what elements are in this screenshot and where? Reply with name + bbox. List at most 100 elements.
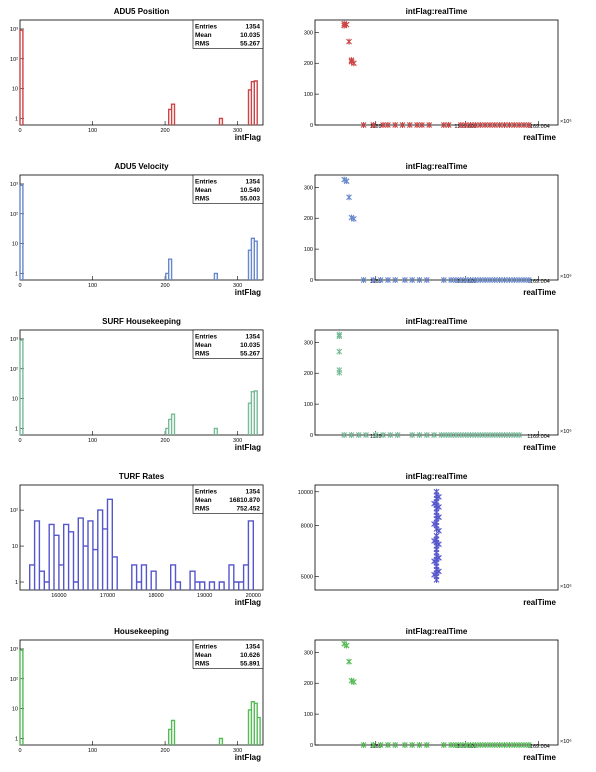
y-tick-label: 8000 [301, 524, 313, 530]
data-point [467, 277, 474, 283]
data-point [482, 277, 488, 283]
data-point [394, 432, 401, 438]
data-point [506, 277, 513, 283]
data-point [482, 432, 488, 438]
data-point [416, 742, 423, 748]
x-axis-label: intFlag [235, 288, 261, 297]
data-point [426, 122, 433, 128]
stat-value: 16810.870 [229, 497, 260, 504]
data-point [416, 432, 423, 438]
stat-label: Mean [195, 652, 212, 659]
data-point [431, 432, 437, 438]
x-exponent-label: ×10⁶ [560, 273, 572, 280]
data-point [348, 432, 355, 438]
data-point [482, 122, 488, 128]
chart-panel-3: ADU5 Velocity 1 10 10² 10³ 0 100 200 300 Entries 1… [10, 162, 264, 297]
data-point [343, 21, 350, 28]
data-point [423, 277, 430, 283]
data-point [431, 537, 437, 544]
x-tick-label: 200 [160, 283, 169, 289]
stat-value: 55.267 [240, 41, 260, 48]
stat-value: 10.035 [240, 342, 260, 349]
histogram-bars [29, 498, 254, 590]
data-point [436, 504, 442, 511]
data-point [467, 122, 474, 128]
y-tick-label: 0 [310, 123, 313, 129]
stat-value: 10.626 [240, 652, 260, 659]
stats-box: Entries 1354 Mean 10.035 RMS 55.267 [192, 329, 264, 359]
x-tick-label: 17000 [100, 593, 115, 599]
data-point [511, 277, 518, 283]
y-tick-label: 100 [304, 402, 313, 408]
stat-value: 55.891 [240, 661, 260, 668]
data-point [402, 742, 408, 748]
data-point [431, 500, 437, 507]
data-point [440, 742, 447, 748]
data-point [448, 277, 454, 283]
stats-frame [192, 639, 264, 669]
x-exponent-label: ×10⁶ [560, 738, 572, 745]
stat-label: Entries [195, 489, 217, 496]
data-point [409, 432, 416, 438]
y-tick-label: 10³ [10, 647, 18, 653]
data-point [360, 742, 367, 748]
data-point [511, 122, 518, 128]
x-tick-label: 100 [88, 748, 97, 754]
x-tick-label: 300 [233, 283, 242, 289]
x-tick-label: 1169.004 [527, 434, 550, 440]
x-tick-label: 100 [88, 283, 97, 289]
data-point [387, 432, 394, 438]
chart-title: intFlag:realTime [406, 7, 468, 16]
stat-value: 10.035 [240, 32, 260, 39]
y-tick-label: 1 [15, 426, 18, 432]
data-point [380, 122, 386, 128]
data-point [399, 122, 406, 128]
data-point [491, 432, 498, 438]
x-exponent-label: ×10⁶ [560, 118, 572, 125]
data-point [472, 122, 479, 128]
x-tick-label: 0 [18, 283, 21, 289]
data-point [448, 432, 454, 438]
data-point [385, 122, 391, 128]
data-point [346, 194, 352, 201]
x-tick-label: 1169.004 [527, 744, 550, 750]
x-axis-label: intFlag [235, 753, 261, 762]
plot-frame [314, 639, 559, 746]
data-point [350, 215, 357, 222]
chart-panel-5: SURF Housekeeping 1 10 10² 10³ 0 100 200 300 Entr… [10, 317, 264, 452]
data-point [521, 122, 527, 128]
data-point [501, 432, 508, 438]
x-axis-label: realTime [523, 443, 556, 452]
data-point [431, 558, 437, 565]
data-point [409, 742, 416, 748]
data-point [443, 432, 450, 438]
data-point [487, 742, 493, 748]
chart-title: intFlag:realTime [406, 627, 468, 636]
stat-value: 1354 [246, 489, 261, 496]
data-point [477, 122, 484, 128]
data-point [370, 742, 377, 748]
histogram-bars [19, 339, 258, 435]
data-point [496, 432, 503, 438]
stats-frame [192, 329, 264, 359]
data-point [348, 57, 355, 64]
x-tick-label: 200 [160, 128, 169, 134]
data-point [436, 554, 442, 561]
data-point [516, 122, 523, 128]
data-point [487, 122, 493, 128]
data-point [423, 742, 430, 748]
y-tick-label: 1 [15, 271, 18, 277]
x-tick-label: 16000 [51, 593, 66, 599]
data-point [453, 742, 459, 748]
stat-label: RMS [195, 661, 210, 668]
stat-label: RMS [195, 41, 210, 48]
data-point [360, 122, 367, 128]
data-point [516, 432, 523, 438]
plot-frame [314, 329, 559, 436]
data-point [453, 432, 459, 438]
data-point [501, 122, 508, 128]
stat-label: RMS [195, 351, 210, 358]
x-tick-label: 0 [18, 748, 21, 754]
